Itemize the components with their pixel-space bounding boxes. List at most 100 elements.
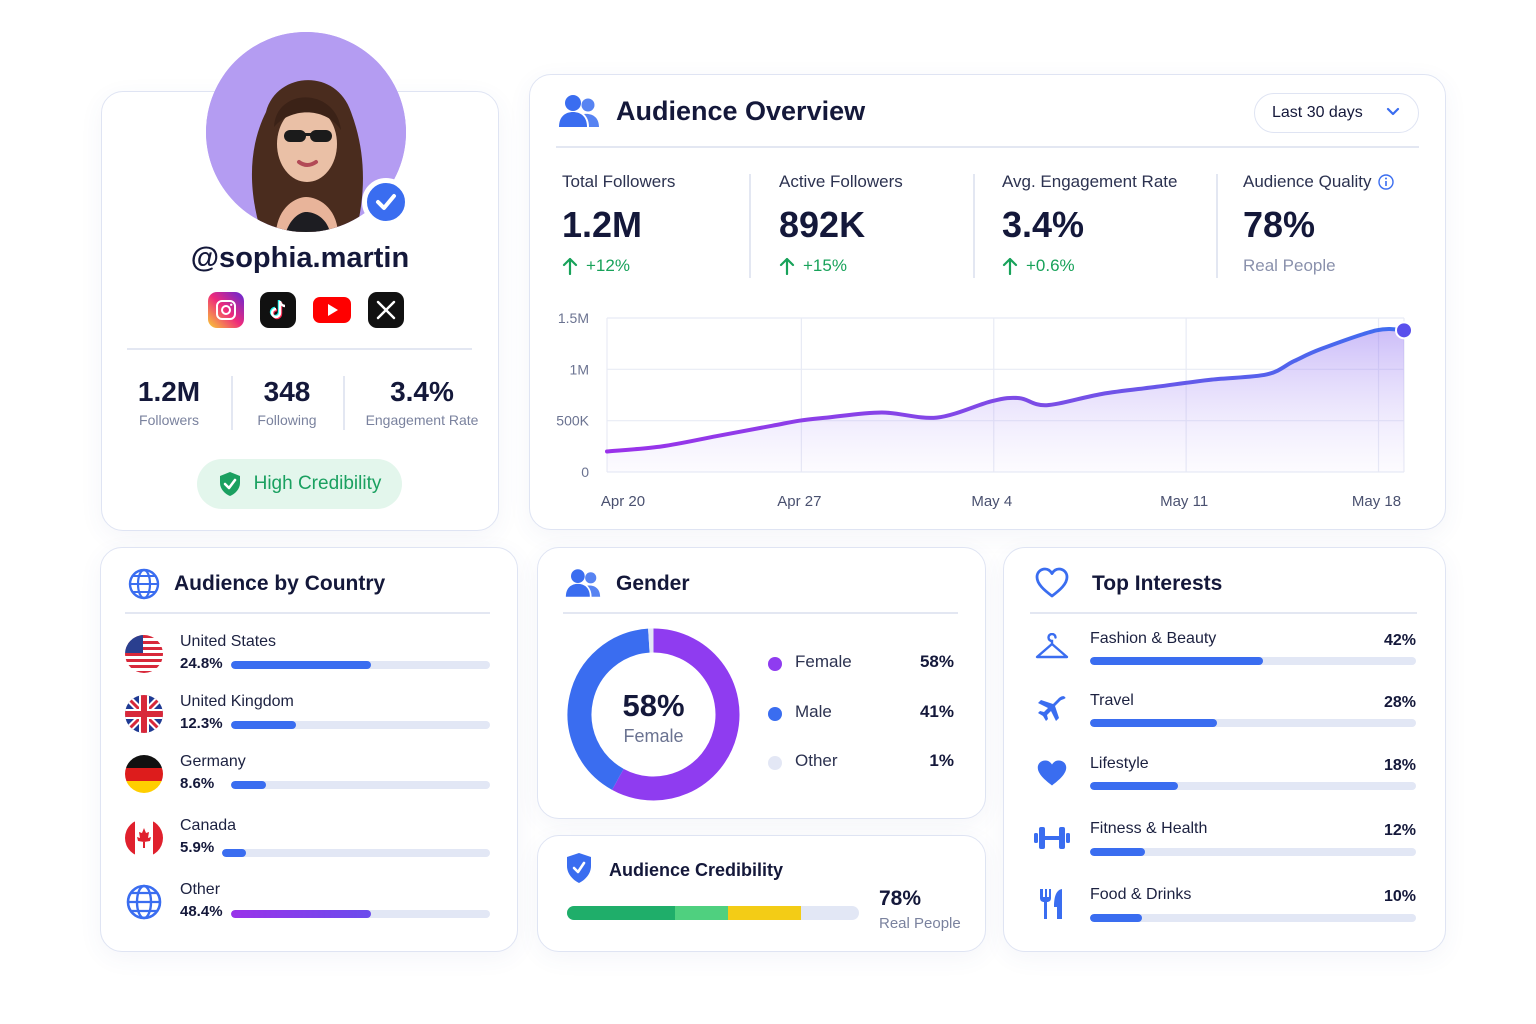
globe-icon	[125, 883, 163, 921]
kpi-label-row: Audience Quality	[1243, 172, 1394, 192]
high-credibility-badge: High Credibility	[197, 459, 402, 509]
donut-slice-male	[567, 628, 651, 790]
interest-name: Fitness & Health	[1090, 820, 1208, 837]
chevron-down-icon	[1386, 107, 1400, 116]
interest-row-fashion: Fashion & Beauty 42%	[1030, 630, 1416, 672]
users-icon	[559, 95, 599, 127]
audience-credibility-card	[537, 835, 986, 952]
interest-bar-fill	[1090, 782, 1179, 790]
donut-slice-female	[612, 628, 740, 801]
country-bar	[231, 721, 490, 729]
country-row-germany: Germany 8.6%	[125, 753, 495, 793]
interests-divider	[1030, 612, 1417, 614]
interest-row-travel: Travel 28%	[1030, 692, 1416, 734]
x-icon[interactable]	[368, 292, 404, 328]
legend-name: Male	[795, 702, 832, 721]
legend-dot	[768, 707, 782, 721]
youtube-icon[interactable]	[312, 292, 352, 328]
legend-pct: 58%	[919, 652, 954, 671]
fork-knife-icon	[1030, 886, 1074, 922]
credibility-segment	[727, 906, 801, 920]
kpi-change: +15%	[779, 256, 903, 276]
arrow-up-icon	[779, 257, 795, 275]
country-pct: 5.9%	[180, 839, 215, 856]
interest-pct: 12%	[1383, 822, 1416, 839]
credibility-segment	[567, 906, 676, 920]
stat-divider	[231, 376, 233, 430]
interests-title: Top Interests	[1092, 572, 1223, 595]
following-stat: 348 Following	[245, 376, 329, 428]
stat-divider	[343, 376, 345, 430]
interest-bar	[1090, 848, 1416, 856]
top-interests-card	[1003, 547, 1446, 952]
following-value: 348	[263, 376, 311, 407]
credibility-sub: Real People	[879, 915, 961, 932]
kpi-divider	[973, 174, 975, 278]
country-bar-fill	[231, 910, 371, 918]
kpi-value: 1.2M	[562, 204, 643, 245]
gender-donut-chart	[567, 628, 740, 801]
interest-bar-fill	[1090, 914, 1143, 922]
kpi-engagement-rate: Avg. Engagement Rate 3.4% +0.6%	[1002, 172, 1177, 276]
credibility-title: Audience Credibility	[609, 860, 784, 880]
country-bar	[222, 849, 490, 857]
kpi-change-value: +12%	[586, 256, 630, 275]
interest-bar	[1090, 657, 1416, 665]
legend-dot	[768, 756, 782, 770]
interest-bar	[1090, 782, 1416, 790]
interest-row-lifestyle: Lifestyle 18%	[1030, 755, 1416, 797]
following-label: Following	[257, 412, 317, 428]
country-pct: 12.3%	[180, 715, 223, 732]
y-tick-label: 0	[581, 464, 589, 480]
date-range-value: Last 30 days	[1272, 104, 1363, 121]
interest-bar-fill	[1090, 719, 1218, 727]
country-row-us: United States 24.8%	[125, 633, 495, 673]
legend-pct: 41%	[919, 702, 954, 721]
avatar[interactable]	[206, 32, 410, 232]
followers-value: 1.2M	[137, 376, 201, 407]
arrow-up-icon	[562, 257, 578, 275]
tiktok-icon[interactable]	[260, 292, 296, 328]
donut-center: 58% Female	[566, 688, 741, 747]
kpi-divider	[749, 174, 751, 278]
arrow-up-icon	[1002, 257, 1018, 275]
instagram-icon[interactable]	[208, 292, 244, 328]
kpi-label: Audience Quality	[1243, 172, 1372, 191]
kpi-audience-quality: Audience Quality 78% Real People	[1243, 172, 1394, 276]
country-row-canada: Canada 5.9%	[125, 817, 495, 857]
engagement-label: Engagement Rate	[365, 412, 479, 428]
gender-legend-other: Other 1%	[768, 751, 954, 775]
profile-divider	[127, 348, 472, 350]
y-tick-label: 1.5M	[558, 310, 589, 326]
interest-name: Food & Drinks	[1090, 886, 1192, 903]
donut-center-value: 58%	[622, 688, 685, 723]
interest-bar-fill	[1090, 657, 1263, 665]
credibility-bar	[567, 906, 859, 920]
chart-area	[607, 328, 1404, 472]
kpi-value: 3.4%	[1002, 204, 1085, 245]
followers-stat: 1.2M Followers	[127, 376, 211, 428]
interest-row-fitness: Fitness & Health 12%	[1030, 820, 1416, 862]
country-name: Other	[180, 881, 221, 898]
hanger-icon	[1030, 630, 1074, 666]
interest-bar	[1090, 719, 1416, 727]
country-name: United Kingdom	[180, 693, 294, 710]
canada-flag-icon	[125, 819, 163, 857]
kpi-change-value: +15%	[803, 256, 847, 275]
gender-divider	[563, 612, 958, 614]
interest-pct: 18%	[1383, 757, 1416, 774]
country-row-other: Other 48.4%	[125, 881, 495, 921]
interest-name: Fashion & Beauty	[1090, 630, 1217, 647]
country-bar	[231, 661, 490, 669]
country-bar	[231, 781, 490, 789]
kpi-sub: Real People	[1243, 256, 1336, 275]
kpi-change: +0.6%	[1002, 256, 1177, 276]
info-icon[interactable]	[1377, 174, 1394, 190]
interest-pct: 10%	[1383, 888, 1416, 905]
x-tick-label: Apr 27	[777, 493, 821, 510]
date-range-dropdown[interactable]: Last 30 days	[1254, 93, 1419, 133]
kpi-value: 892K	[779, 204, 866, 245]
country-bar-fill	[231, 661, 371, 669]
kpi-label: Total Followers	[562, 172, 676, 191]
uk-flag-icon	[125, 695, 163, 733]
